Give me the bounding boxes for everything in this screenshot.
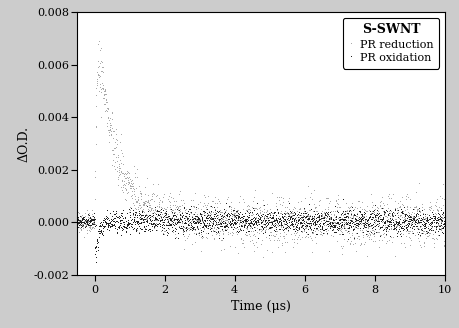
PR oxidation [74, 221, 80, 225]
PR reduction [243, 222, 249, 226]
PR oxidation [441, 218, 446, 222]
PR oxidation [253, 220, 258, 224]
PR reduction [431, 246, 436, 250]
PR oxidation [364, 222, 369, 226]
PR oxidation [93, 261, 98, 265]
Line: PR reduction: PR reduction [76, 41, 445, 259]
PR oxidation [431, 221, 436, 225]
Legend: PR reduction, PR oxidation: PR reduction, PR oxidation [342, 18, 438, 69]
PR oxidation [93, 246, 99, 250]
PR reduction [93, 125, 99, 129]
Line: PR oxidation: PR oxidation [76, 199, 445, 264]
PR reduction [364, 255, 369, 259]
X-axis label: Time (μs): Time (μs) [230, 300, 290, 313]
PR reduction [431, 221, 436, 225]
PR reduction [96, 40, 101, 44]
PR reduction [74, 217, 80, 221]
PR oxidation [340, 198, 345, 202]
PR reduction [253, 216, 258, 220]
PR reduction [260, 256, 265, 260]
Y-axis label: ΔO.D.: ΔO.D. [17, 126, 30, 162]
PR oxidation [243, 231, 249, 235]
PR oxidation [431, 217, 436, 221]
PR reduction [441, 201, 446, 205]
